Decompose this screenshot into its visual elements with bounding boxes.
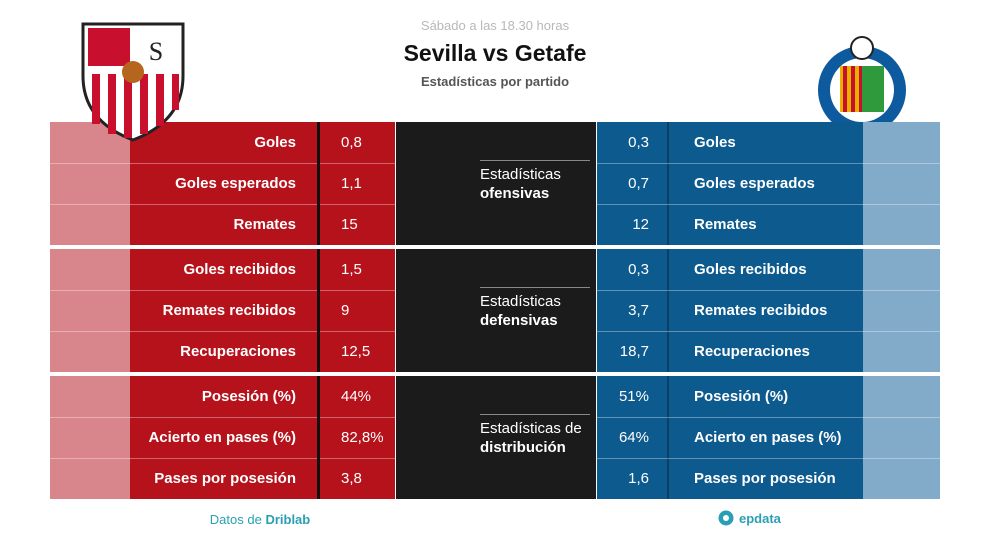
away-label: Recuperaciones — [694, 343, 810, 360]
away-pale — [863, 249, 940, 372]
away-label: Remates — [694, 216, 757, 233]
home-value: 3,8 — [341, 470, 362, 487]
section-label: Estadísticas defensivas — [480, 286, 590, 330]
row-rule — [320, 204, 395, 205]
row-rule — [320, 458, 395, 459]
row-rule — [50, 331, 317, 332]
home-value: 44% — [341, 388, 372, 405]
home-value: 9 — [341, 302, 350, 319]
home-crest: S — [81, 22, 185, 142]
home-value: 1,1 — [341, 175, 362, 192]
home-divider — [317, 122, 320, 245]
section-label-line: Estadísticas — [480, 292, 561, 310]
section-box — [396, 249, 596, 372]
away-label: Goles esperados — [694, 175, 815, 192]
section-box — [396, 376, 596, 499]
away-band — [597, 376, 863, 499]
home-label: Posesión (%) — [201, 388, 296, 405]
source: Datos de Driblab — [160, 512, 360, 527]
section-label: Estadísticas de distribución — [480, 413, 590, 457]
section-label-line: ofensivas — [480, 184, 550, 202]
row-rule — [320, 290, 395, 291]
home-divider — [317, 376, 320, 499]
row-rule — [597, 331, 940, 332]
away-value: 51% — [618, 388, 649, 405]
row-rule — [320, 163, 395, 164]
home-label: Goles esperados — [175, 175, 296, 192]
home-pale — [50, 122, 130, 245]
away-label: Acierto en pases (%) — [694, 429, 842, 446]
row-rule — [597, 417, 940, 418]
title: Sevilla vs Getafe — [403, 40, 587, 66]
section-label-line: distribución — [480, 438, 566, 456]
row-rule — [50, 417, 317, 418]
source-name: Driblab — [265, 512, 311, 527]
kicker: Sábado a las 18.30 horas — [420, 18, 570, 33]
section-label: Estadísticas ofensivas — [480, 159, 590, 203]
away-crest — [818, 36, 906, 134]
away-value: 0,7 — [628, 175, 649, 192]
away-divider — [667, 249, 669, 372]
row-rule — [50, 458, 317, 459]
home-divider — [317, 249, 320, 372]
row-rule — [320, 331, 395, 332]
section-label-line: Estadísticas de — [480, 419, 582, 437]
row-rule — [50, 163, 317, 164]
away-value: 12 — [632, 216, 649, 233]
away-label: Goles — [694, 134, 736, 151]
home-value: 82,8% — [341, 429, 384, 446]
section-box — [396, 122, 596, 245]
away-value: 64% — [618, 429, 649, 446]
away-label: Posesión (%) — [694, 388, 789, 405]
away-band — [597, 122, 863, 245]
row-rule — [597, 163, 940, 164]
row-rule — [597, 458, 940, 459]
home-label: Remates recibidos — [162, 302, 296, 319]
subtitle: Estadísticas por partido — [420, 74, 570, 89]
home-value: 0,8 — [341, 134, 362, 151]
away-divider — [667, 122, 669, 245]
home-label: Remates — [233, 216, 296, 233]
row-rule — [597, 204, 940, 205]
away-value: 3,7 — [628, 302, 649, 319]
home-label: Goles recibidos — [183, 261, 296, 278]
home-pale — [50, 249, 130, 372]
away-label: Goles recibidos — [694, 261, 807, 278]
home-value: 15 — [341, 216, 358, 233]
brand: epdata — [718, 510, 818, 526]
away-value: 0,3 — [628, 134, 649, 151]
away-pale — [863, 122, 940, 245]
home-band — [130, 249, 395, 372]
home-label: Goles — [254, 134, 296, 151]
away-pale — [863, 376, 940, 499]
row-rule — [50, 204, 317, 205]
home-band — [130, 376, 395, 499]
brand-icon — [718, 510, 734, 526]
svg-text:S: S — [149, 37, 163, 66]
home-value: 1,5 — [341, 261, 362, 278]
section-label-line: defensivas — [480, 311, 558, 329]
home-band — [130, 122, 395, 245]
row-rule — [320, 417, 395, 418]
away-label: Remates recibidos — [694, 302, 828, 319]
row-rule — [50, 290, 317, 291]
source-prefix: Datos de — [209, 512, 262, 527]
home-label: Acierto en pases (%) — [148, 429, 296, 446]
away-value: 1,6 — [628, 470, 649, 487]
away-divider — [667, 376, 669, 499]
away-value: 18,7 — [619, 343, 649, 360]
section-label-line: Estadísticas — [480, 165, 561, 183]
away-value: 0,3 — [628, 261, 649, 278]
home-value: 12,5 — [341, 343, 371, 360]
home-label: Pases por posesión — [154, 470, 296, 487]
row-rule — [597, 290, 940, 291]
away-label: Pases por posesión — [694, 470, 836, 487]
home-pale — [50, 376, 130, 499]
home-label: Recuperaciones — [180, 343, 296, 360]
away-band — [597, 249, 863, 372]
brand-name: epdata — [739, 510, 781, 526]
